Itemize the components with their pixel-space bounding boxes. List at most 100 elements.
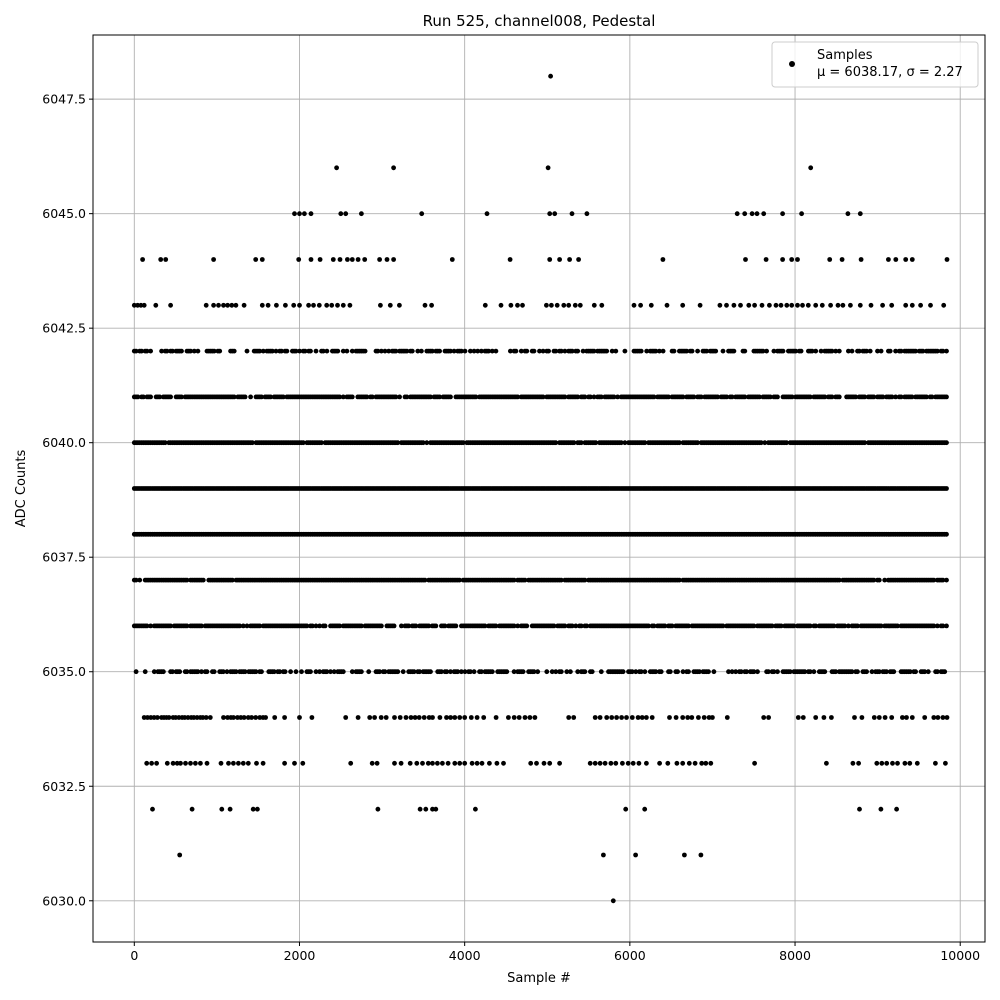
data-point — [839, 257, 845, 262]
legend-marker — [789, 61, 795, 67]
data-point — [813, 302, 819, 308]
data-point — [230, 577, 235, 583]
data-point — [576, 257, 581, 262]
data-point — [391, 165, 396, 171]
data-point — [890, 760, 895, 766]
data-point — [944, 486, 949, 491]
data-point — [545, 165, 551, 171]
data-point — [254, 760, 259, 766]
data-point — [459, 348, 464, 354]
data-point — [898, 394, 904, 400]
data-point — [554, 302, 560, 308]
data-point — [760, 348, 766, 354]
data-point — [733, 669, 739, 675]
data-point — [133, 348, 139, 354]
data-point — [337, 623, 342, 629]
data-point — [695, 348, 700, 354]
data-point — [731, 348, 737, 354]
data-point — [644, 715, 649, 720]
data-point — [198, 760, 203, 766]
data-point — [557, 760, 562, 766]
data-point — [558, 669, 564, 675]
data-point — [304, 623, 310, 629]
data-point — [582, 394, 588, 400]
data-point — [347, 302, 353, 308]
data-point — [400, 669, 406, 675]
data-point — [918, 302, 923, 308]
data-point — [398, 760, 404, 766]
data-point — [259, 669, 264, 675]
data-point — [226, 760, 231, 766]
data-point — [720, 348, 726, 354]
data-point — [397, 394, 402, 400]
data-point — [462, 669, 468, 675]
y-tick-label: 6030.0 — [42, 893, 86, 908]
data-point — [857, 806, 862, 812]
data-point — [508, 348, 513, 354]
data-point — [155, 715, 160, 720]
data-point — [416, 715, 422, 720]
data-point — [667, 715, 672, 720]
data-point — [426, 623, 432, 629]
data-point — [882, 715, 888, 720]
data-point — [547, 257, 553, 262]
data-point — [597, 760, 603, 766]
data-point — [355, 715, 361, 720]
data-point — [484, 211, 490, 217]
data-point — [231, 394, 237, 400]
data-point — [940, 715, 946, 720]
y-tick-label: 6037.5 — [42, 550, 86, 565]
data-point — [856, 760, 861, 766]
x-tick-label: 10000 — [940, 948, 980, 963]
data-point — [395, 440, 401, 446]
data-point — [549, 302, 554, 308]
data-point — [591, 302, 597, 308]
legend: Samples μ = 6038.17, σ = 2.27 — [771, 41, 979, 88]
data-point — [138, 302, 144, 308]
data-point — [849, 669, 855, 675]
data-point — [317, 257, 323, 262]
data-point — [382, 669, 388, 675]
data-point — [532, 715, 538, 720]
data-point — [515, 302, 520, 308]
data-point — [462, 760, 468, 766]
data-point — [340, 302, 346, 308]
data-point — [853, 394, 859, 400]
data-point — [552, 211, 558, 217]
data-point — [313, 348, 319, 354]
data-point — [795, 257, 800, 262]
data-point — [546, 348, 551, 354]
data-point — [907, 760, 913, 766]
data-point — [425, 760, 431, 766]
data-point — [780, 211, 785, 217]
data-point — [320, 348, 326, 354]
data-point — [473, 394, 479, 400]
data-point — [686, 623, 691, 629]
data-point — [413, 623, 419, 629]
data-point — [531, 348, 537, 354]
data-point — [498, 302, 504, 308]
data-point — [185, 715, 191, 720]
data-point — [689, 348, 695, 354]
data-point — [695, 440, 700, 446]
data-point — [317, 669, 322, 675]
data-point — [511, 669, 517, 675]
y-tick-label: 6035.0 — [42, 664, 86, 679]
data-point — [818, 348, 824, 354]
data-point — [742, 348, 748, 354]
data-point — [191, 348, 197, 354]
data-point — [407, 760, 413, 766]
data-point — [706, 669, 711, 675]
data-point — [170, 348, 175, 354]
data-point — [311, 302, 316, 308]
data-point — [300, 440, 306, 446]
data-point — [631, 302, 637, 308]
data-point — [913, 669, 918, 675]
data-point — [417, 669, 422, 675]
data-point — [424, 440, 430, 446]
data-point — [462, 715, 468, 720]
data-point — [364, 394, 370, 400]
data-point — [829, 348, 835, 354]
data-point — [225, 715, 231, 720]
data-point — [195, 348, 201, 354]
